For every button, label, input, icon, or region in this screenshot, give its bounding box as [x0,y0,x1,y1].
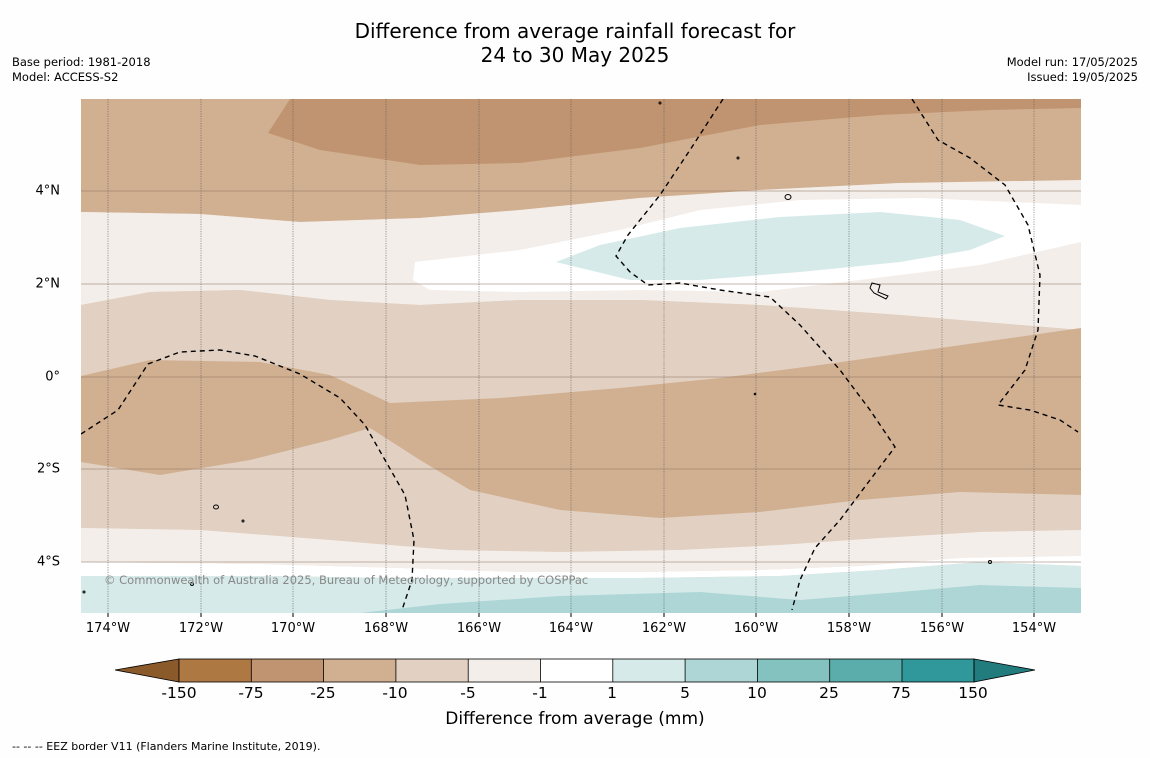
colorbar-tick-label: -1 [532,684,548,702]
colorbar-extend-low [114,658,180,683]
lat-label-4n: 4°N [35,183,61,199]
axis-ticks [107,613,1035,617]
eez-border-central [615,99,896,611]
colorbar-tick-label: -10 [382,684,408,702]
colorbar-segment-6 [540,659,613,682]
model-text: Model: ACCESS-S2 [12,70,119,84]
contour-band-wet-north [556,212,1005,280]
lon-label-156w: 156°W [919,621,965,636]
lon-label-162w: 162°W [641,621,687,636]
colorbar-tick-label: 150 [958,684,988,702]
colorbar-tick-label: -5 [460,684,476,702]
lat-gridlines [81,190,1081,563]
lon-label-160w: 160°W [733,621,779,636]
colorbar [114,658,1036,683]
colorbar-tick-label: -75 [238,684,264,702]
meta-left: Base period: 1981-2018 Model: ACCESS-S2 [12,55,151,85]
title-line-1: Difference from average rainfall forecas… [354,19,796,43]
island-3 [213,504,219,510]
island-9 [82,590,86,594]
lon-label-174w: 174°W [85,621,131,636]
colorbar-segment-1 [179,659,252,682]
lon-label-164w: 164°W [548,621,594,636]
lat-label-0: 0° [45,369,60,385]
lon-label-154w: 154°W [1011,621,1057,636]
contour-band-top [268,99,1081,165]
island-8 [988,560,992,564]
eez-legend-text: -- -- -- EEZ border V11 (Flanders Marine… [12,740,321,753]
colorbar-tick-label: -25 [310,684,336,702]
island-2 [869,282,889,300]
island-5 [658,101,662,105]
colorbar-segment-11 [902,659,974,682]
map-contours: © Commonwealth of Australia 2025, Bureau… [81,99,1081,613]
colorbar-segment-7 [612,659,686,682]
lon-label-166w: 166°W [456,621,502,636]
contour-band-neutral-south [81,556,1081,578]
lat-label-2n: 2°N [35,276,61,292]
island-7 [190,582,194,586]
islands [82,101,992,594]
colorbar-segment-5 [468,659,541,682]
eez-border-east [911,99,1079,433]
base-period-text: Base period: 1981-2018 [12,55,151,69]
title-line-2: 24 to 30 May 2025 [480,43,670,67]
colorbar-segment-9 [757,659,830,682]
island-1 [784,194,792,200]
island-10 [753,392,757,396]
colorbar-tick-label: 5 [680,684,690,702]
colorbar-title: Difference from average (mm) [445,709,705,729]
contour-band-wet-south-deep [360,585,1081,613]
contour-band-light-south [81,528,1081,572]
colorbar-segment-4 [395,659,469,682]
colorbar-frame [178,658,975,683]
colorbar-segment-10 [829,659,902,682]
eez-borders [81,99,1079,611]
colorbar-extend-high [973,658,1036,683]
colorbar-segment-8 [685,659,758,682]
colorbar-tick-label: 25 [819,684,839,702]
colorbar-segment-2 [251,659,324,682]
colorbar-dividers [250,659,903,682]
island-6 [736,156,740,160]
lon-label-172w: 172°W [178,621,224,636]
eez-border-west [81,349,415,611]
colorbar-tick-label: 1 [607,684,617,702]
lon-gridlines [107,99,1035,613]
model-run-text: Model run: 17/05/2025 [1006,55,1138,69]
issued-text: Issued: 19/05/2025 [1027,70,1138,84]
map-title: Difference from average rainfall forecas… [0,19,1150,67]
lat-label-2s: 2°S [36,461,60,477]
colorbar-segment-3 [323,659,396,682]
lon-label-158w: 158°W [826,621,872,636]
copyright-text: © Commonwealth of Australia 2025, Bureau… [104,573,588,587]
colorbar-tick-label: 10 [747,684,767,702]
contour-band-equatorial [81,328,1081,518]
island-4 [241,519,245,523]
colorbar-tick-label: 75 [891,684,911,702]
lon-label-168w: 168°W [363,621,409,636]
lat-label-4s: 4°S [36,554,60,570]
meta-right: Model run: 17/05/2025 Issued: 19/05/2025 [1007,55,1138,85]
colorbar-tick-label: -150 [161,684,197,702]
lon-label-170w: 170°W [270,621,316,636]
